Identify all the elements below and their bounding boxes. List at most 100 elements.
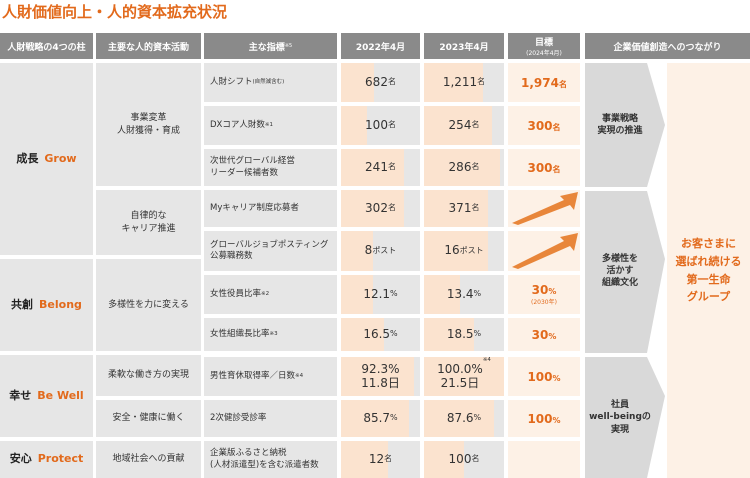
- target-value: 30%: [531, 327, 557, 342]
- indicator-label: 女性役員比率 ※2: [210, 288, 270, 299]
- indicator-cell: [204, 400, 337, 437]
- target-cell: [508, 357, 580, 396]
- indicator-label: DXコア人財数 ※1: [210, 119, 273, 130]
- target-value: 30% (2030年): [531, 283, 557, 306]
- indicator-cell: [204, 149, 337, 186]
- pillar-grow: 成長 Grow: [16, 151, 77, 165]
- activity-flexible-work: 柔軟な働き方の実現: [107, 370, 189, 381]
- value-2023: 286 名: [448, 159, 480, 174]
- value-2022-bar: [341, 231, 373, 271]
- pillar-protect: 安心 Protect: [9, 452, 84, 466]
- indicator-label: Myキャリア制度応募者: [210, 202, 299, 213]
- value-2022-bar: [341, 275, 373, 314]
- value-well-being: 社員 well-beingの 実現: [589, 400, 651, 435]
- target-cell: [508, 63, 580, 102]
- indicator-cell: [204, 318, 337, 351]
- final-goal-bg: [667, 63, 750, 478]
- indicator-cell: [204, 190, 337, 227]
- value-2023-bar: [424, 357, 504, 396]
- target-cell: [508, 400, 580, 437]
- increase-arrow-icon: [512, 233, 578, 269]
- target-cell: [508, 318, 580, 351]
- activity-business-transformation: 事業変革 人財獲得・育成: [116, 113, 180, 136]
- value-2022-bar: [341, 63, 374, 102]
- value-2023: 13.4%: [446, 286, 482, 301]
- target-cell: [508, 106, 580, 145]
- value-2023-bar: [424, 231, 488, 271]
- indicator-label: グローバルジョブポスティング 公募職務数: [210, 239, 329, 261]
- target-value: 100%: [527, 411, 561, 426]
- pillar-be-well: 幸せ Be Well: [9, 388, 84, 402]
- value-2022: 8 ポスト: [364, 243, 397, 258]
- target-value: 1,974名: [521, 75, 567, 90]
- activity-career: 自律的な キャリア推進: [121, 211, 176, 234]
- indicator-label: 2次健診受診率: [210, 412, 267, 423]
- indicator-label: 次世代グローバル経営 リーダー候補者数: [210, 156, 295, 178]
- target-value: 300名: [527, 160, 561, 175]
- target-value: 300名: [527, 118, 561, 133]
- final-goal: お客さまに 選ばれ続ける 第一生命 グループ: [675, 237, 742, 304]
- indicator-label: 女性組織長比率 ※3: [210, 328, 278, 339]
- header-target: 目標 (2024年4月): [508, 33, 580, 59]
- value-2023-bar: [424, 441, 464, 478]
- value-2023: 1,211 名: [442, 74, 486, 89]
- indicator-cell: [204, 357, 337, 396]
- value-2023-bar: [424, 400, 494, 437]
- value-2023: 18.5%: [446, 326, 482, 341]
- value-2023-bar: [424, 275, 460, 314]
- value-2022: 100 名: [365, 117, 396, 132]
- value-2023-bar: [424, 190, 488, 227]
- target-cell: [508, 149, 580, 186]
- indicator-label: 男性育休取得率／日数 ※4: [210, 370, 304, 381]
- value-arrows: [585, 63, 665, 478]
- value-2023-bar: [424, 149, 500, 186]
- header-pillar: 人財戦略の4つの柱: [0, 33, 93, 59]
- value-2023: 87.6%: [446, 410, 482, 425]
- increase-arrow-icon: [512, 192, 578, 225]
- target-value: 100%: [527, 369, 561, 384]
- value-2023: 100.0% 21.5日 ※4: [437, 357, 491, 390]
- header-2023: 2023年4月: [424, 33, 504, 59]
- indicator-cell: [204, 441, 337, 478]
- value-2022-bar: [341, 400, 409, 437]
- header-indicator: 主な指標 ※5: [204, 33, 337, 59]
- value-2022-bar: [341, 106, 367, 145]
- indicator-label: 人財シフト (自然減含む): [210, 76, 285, 87]
- value-2023: 16 ポスト: [444, 243, 484, 258]
- activity-safety-health: 安全・健康に働く: [112, 413, 185, 424]
- value-2023: 254 名: [448, 117, 480, 132]
- indicator-cell: [204, 63, 337, 102]
- value-2023: 100 名: [448, 451, 480, 466]
- value-2022-bar: [341, 441, 388, 478]
- header-2022: 2022年4月: [341, 33, 420, 59]
- activity-community: 地域社会への貢献: [112, 454, 185, 465]
- indicator-cell: [204, 275, 337, 314]
- header-activity: 主要な人的資本活動: [96, 33, 201, 59]
- value-business-strategy: 事業戦略 実現の推進: [597, 113, 643, 136]
- value-2022: 302 名: [365, 200, 396, 215]
- value-2023: 371 名: [448, 200, 480, 215]
- value-2022: 241 名: [365, 159, 396, 174]
- value-2022-bar: [341, 190, 404, 227]
- value-diversity-culture: 多様性を 活かす 組織文化: [601, 253, 638, 289]
- target-cell: [508, 275, 580, 314]
- value-2022: 92.3% 11.8日: [361, 362, 400, 390]
- header-value: 企業価値創造へのつながり: [585, 33, 750, 59]
- pillar-belong: 共創 Belong: [11, 297, 82, 311]
- value-2022: 16.5%: [363, 326, 398, 341]
- value-2022-bar: [341, 149, 404, 186]
- value-2022-bar: [341, 318, 384, 351]
- value-2022: 682 名: [365, 74, 396, 89]
- value-2023-bar: [424, 318, 474, 351]
- indicator-cell: [204, 231, 337, 271]
- indicator-label: 企業版ふるさと納税 (人材派遣型)を含む派遣者数: [210, 448, 319, 470]
- value-2023-bar: [424, 63, 483, 102]
- value-2022: 85.7%: [363, 410, 398, 425]
- page-title: 人財価値向上・人的資本拡充状況: [2, 3, 228, 21]
- value-2023-bar: [424, 106, 492, 145]
- value-2022: 12.1%: [363, 286, 398, 301]
- activity-diversity: 多様性を力に変える: [108, 299, 189, 310]
- value-2022-bar: [341, 357, 414, 396]
- target-cell: [508, 441, 580, 478]
- indicator-cell: [204, 106, 337, 145]
